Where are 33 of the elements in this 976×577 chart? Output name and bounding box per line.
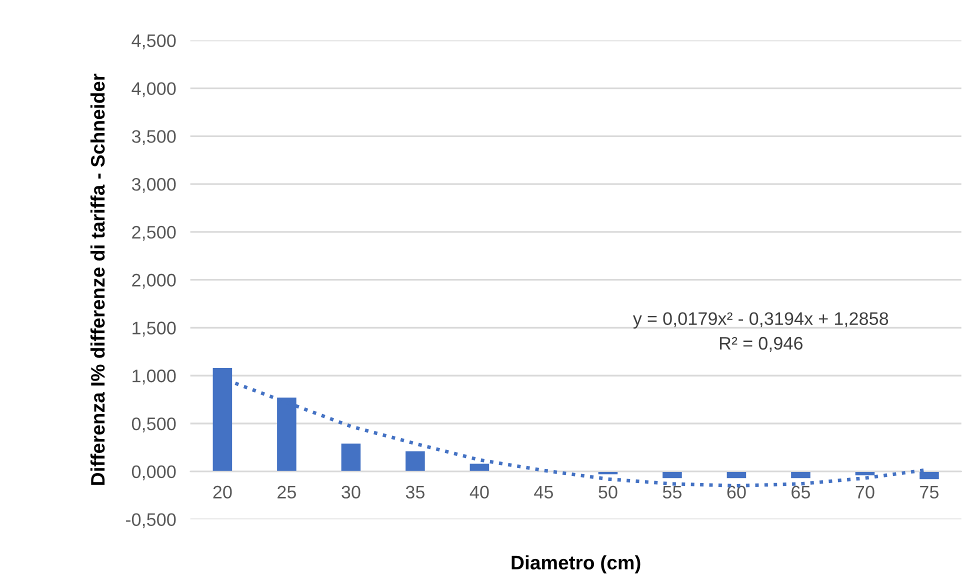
bar bbox=[470, 464, 490, 472]
y-tick-label: 2,000 bbox=[132, 274, 176, 289]
y-tick-label: 0,500 bbox=[132, 417, 176, 432]
y-tick-label: 4,000 bbox=[132, 82, 176, 98]
x-tick-label: 65 bbox=[792, 486, 810, 499]
x-tick-label: 30 bbox=[342, 486, 360, 499]
x-tick-label: 40 bbox=[470, 486, 489, 499]
y-tick-label: -0,500 bbox=[126, 513, 176, 528]
y-tick-label: 0,000 bbox=[132, 465, 176, 480]
x-tick-label: 60 bbox=[727, 486, 746, 499]
bar bbox=[212, 368, 232, 472]
bar bbox=[341, 444, 361, 472]
y-tick-label: 2,500 bbox=[132, 226, 176, 241]
x-tick-label: 25 bbox=[278, 486, 296, 499]
y-tick-label: 4,500 bbox=[132, 34, 176, 50]
bar bbox=[406, 451, 425, 472]
x-tick-label: 75 bbox=[920, 486, 939, 499]
y-tick-label: 3,000 bbox=[132, 178, 176, 193]
bar bbox=[277, 398, 296, 472]
x-tick-label: 35 bbox=[406, 486, 424, 499]
annotation: y = 0,0179x² - 0,3194x + 1,2858 R² = 0,946 bbox=[632, 312, 888, 352]
x-tick-label: 20 bbox=[213, 486, 232, 499]
x-tick-label: 70 bbox=[856, 486, 874, 499]
y-axis-title: Differenza I% differenze di tariffa - Schneider bbox=[90, 74, 105, 485]
bar bbox=[662, 471, 682, 478]
y-tick-label: 1,000 bbox=[132, 370, 176, 384]
x-tick-label: 45 bbox=[534, 486, 553, 499]
y-tick-label: 3,500 bbox=[132, 130, 176, 146]
x-tick-label: 55 bbox=[662, 486, 682, 499]
bar bbox=[791, 471, 810, 478]
x-tick-label: 50 bbox=[598, 486, 618, 499]
x-axis-title: Diametro (cm) bbox=[512, 555, 640, 574]
y-tick-label: 1,500 bbox=[132, 322, 176, 337]
